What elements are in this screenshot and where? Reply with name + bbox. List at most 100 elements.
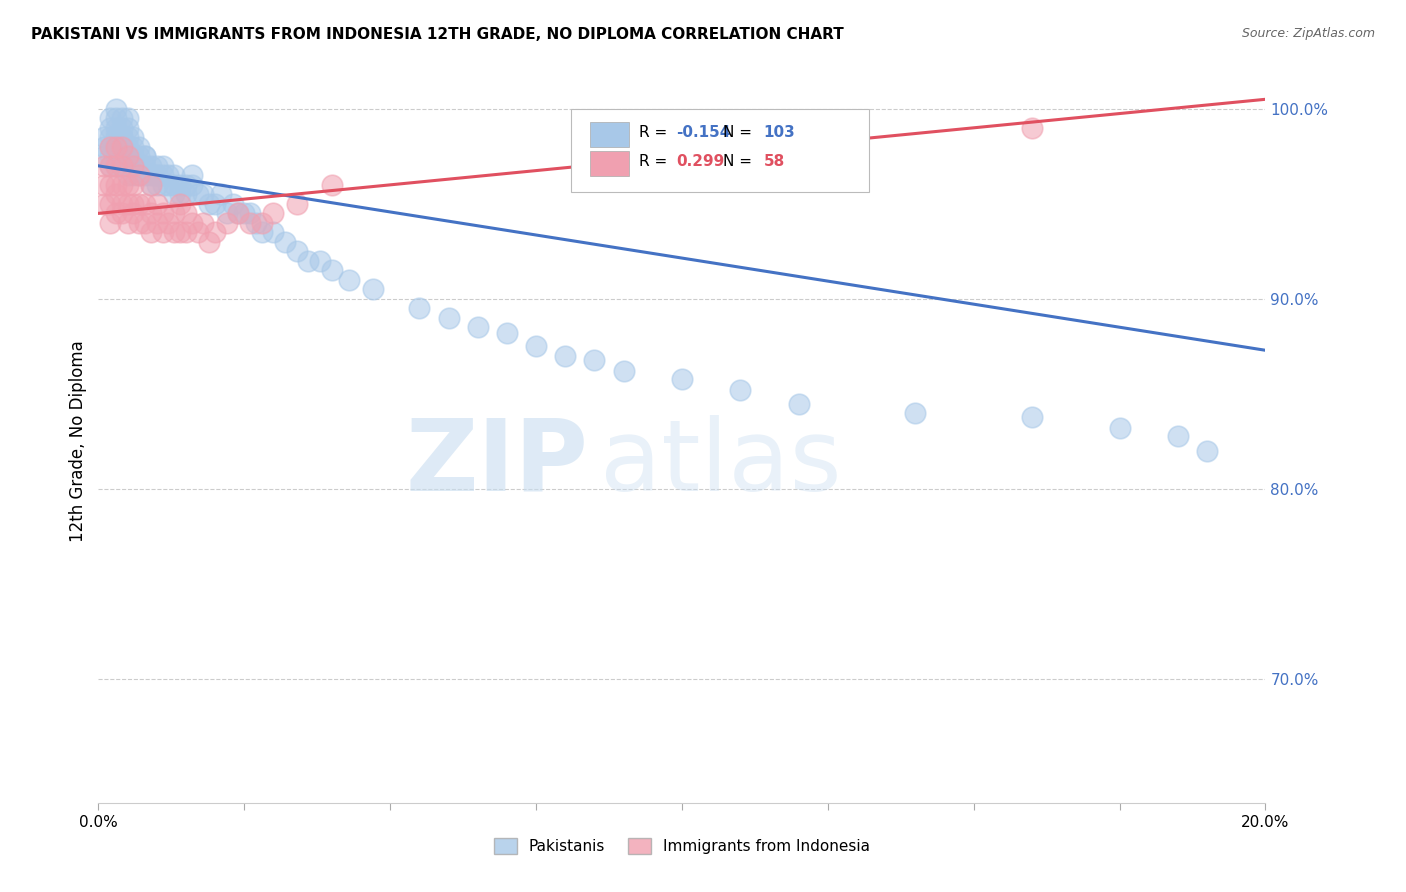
Point [285, 244, 308, 259]
Point [321, 263, 343, 277]
Point [496, 326, 519, 340]
Point [117, 112, 139, 126]
Point [98, 159, 121, 173]
Point [297, 253, 319, 268]
Point [228, 206, 250, 220]
Point [245, 216, 267, 230]
Point [139, 226, 162, 240]
Point [157, 178, 180, 192]
Point [146, 169, 169, 183]
Point [93, 178, 115, 192]
Point [361, 282, 384, 296]
Point [204, 197, 226, 211]
Point [180, 169, 202, 183]
Point [152, 159, 174, 173]
Point [122, 169, 145, 183]
Point [98, 120, 121, 135]
Point [104, 178, 127, 192]
Point [321, 178, 343, 192]
Text: atlas: atlas [600, 415, 842, 512]
Point [274, 235, 297, 249]
Point [730, 383, 752, 397]
Point [215, 216, 238, 230]
Point [128, 169, 150, 183]
Point [169, 197, 191, 211]
Point [111, 197, 134, 211]
Point [117, 149, 139, 163]
Point [1195, 444, 1218, 458]
Point [193, 216, 215, 230]
Point [204, 226, 226, 240]
Point [612, 364, 634, 378]
Point [187, 226, 209, 240]
Point [163, 206, 186, 220]
Point [1021, 120, 1043, 135]
Point [193, 187, 215, 202]
Point [671, 372, 693, 386]
Point [117, 159, 139, 173]
Point [152, 169, 174, 183]
Point [122, 149, 145, 163]
Point [111, 149, 134, 163]
Point [104, 112, 127, 126]
Point [169, 178, 191, 192]
Text: -0.154: -0.154 [676, 125, 731, 140]
Point [163, 187, 186, 202]
Point [215, 206, 238, 220]
Text: N =: N = [723, 125, 756, 140]
Point [98, 112, 121, 126]
Point [111, 130, 134, 145]
Point [467, 320, 489, 334]
Point [122, 159, 145, 173]
Point [117, 169, 139, 183]
Point [104, 102, 127, 116]
Point [262, 206, 284, 220]
Point [139, 169, 162, 183]
Point [98, 197, 121, 211]
Point [128, 216, 150, 230]
Point [98, 140, 121, 154]
Point [163, 169, 186, 183]
Point [104, 206, 127, 220]
Point [198, 197, 221, 211]
Point [122, 178, 145, 192]
Point [98, 178, 121, 192]
Point [157, 216, 180, 230]
Point [262, 226, 284, 240]
Point [250, 226, 273, 240]
Point [111, 178, 134, 192]
Point [134, 197, 156, 211]
Point [139, 178, 162, 192]
Point [250, 216, 273, 230]
Point [122, 197, 145, 211]
Point [122, 130, 145, 145]
Point [117, 216, 139, 230]
Point [128, 140, 150, 154]
Point [128, 159, 150, 173]
Point [134, 216, 156, 230]
Point [169, 187, 191, 202]
Point [98, 159, 121, 173]
Point [104, 159, 127, 173]
Point [583, 352, 606, 367]
Point [111, 159, 134, 173]
Point [111, 120, 134, 135]
Point [117, 149, 139, 163]
Point [139, 178, 162, 192]
Text: 0.299: 0.299 [676, 153, 724, 169]
Point [174, 178, 197, 192]
Point [111, 130, 134, 145]
Point [180, 216, 202, 230]
Point [169, 226, 191, 240]
Point [239, 206, 262, 220]
Point [134, 149, 156, 163]
Point [93, 149, 115, 163]
Point [98, 130, 121, 145]
Point [104, 140, 127, 154]
Point [1108, 421, 1130, 435]
Point [221, 197, 243, 211]
Point [139, 206, 162, 220]
Text: R =: R = [638, 125, 672, 140]
Point [209, 187, 232, 202]
Point [117, 178, 139, 192]
